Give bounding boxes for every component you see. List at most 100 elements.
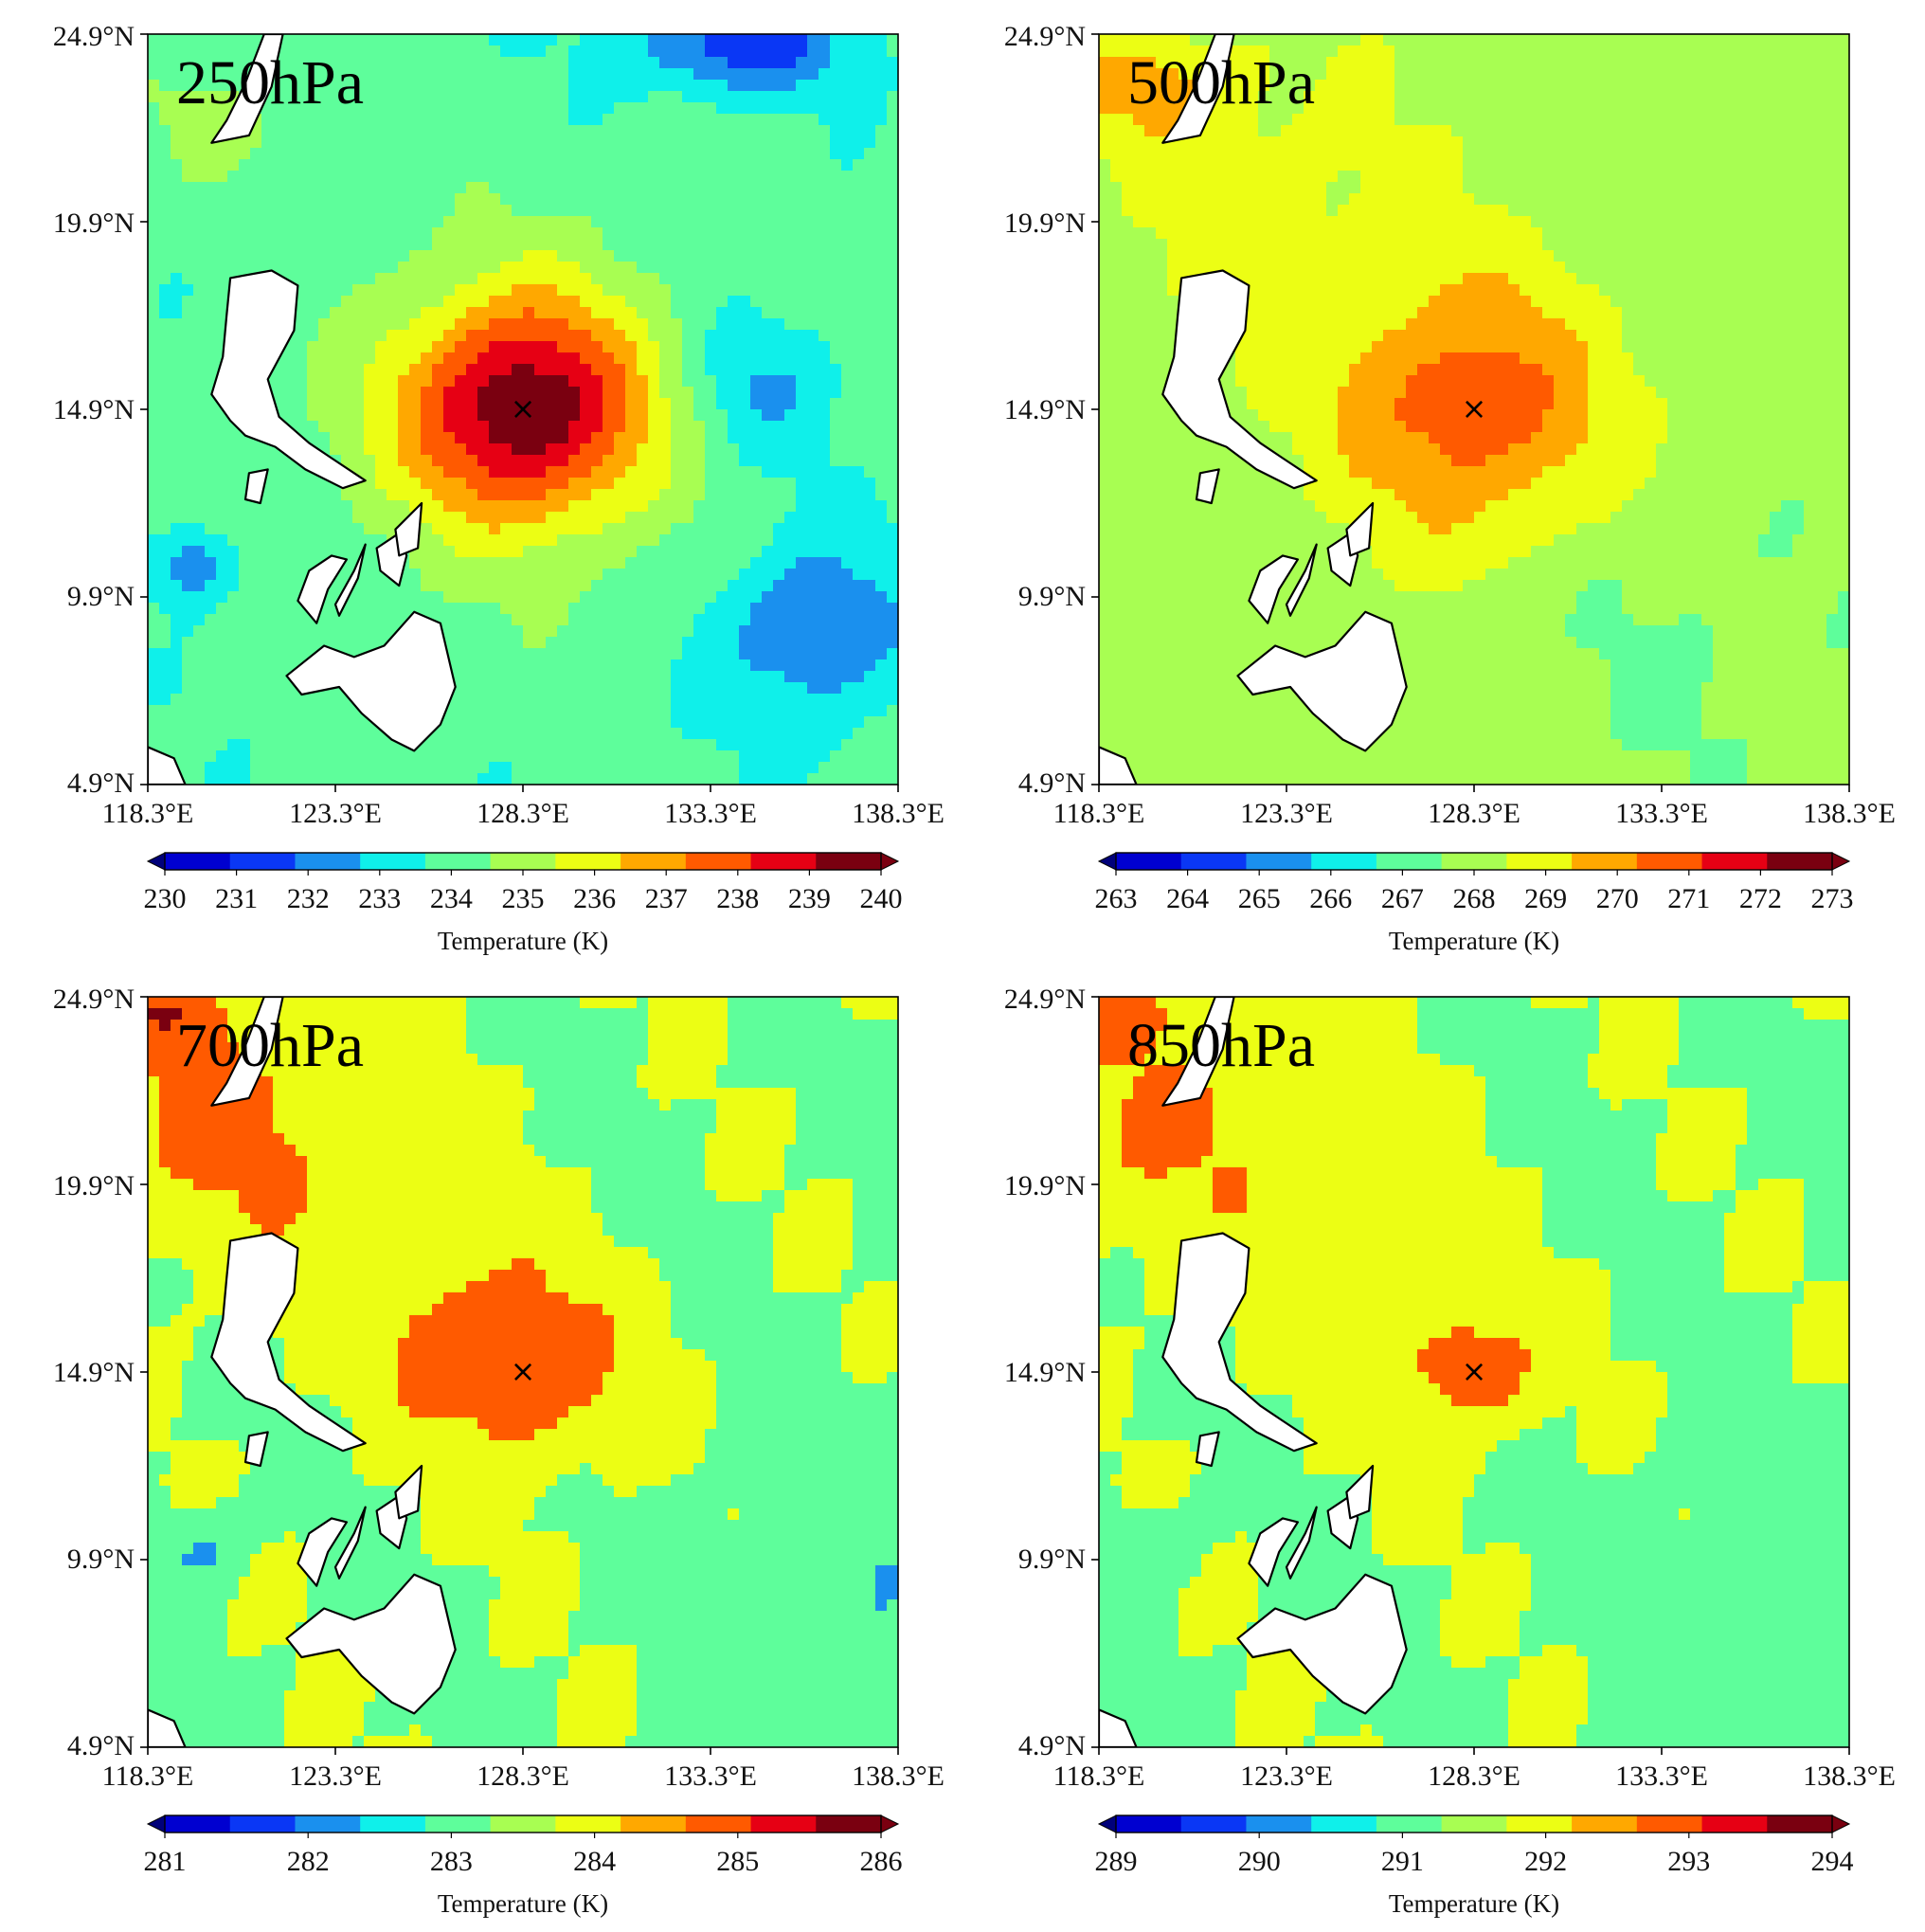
field-cell: [171, 478, 183, 490]
field-cell: [330, 136, 342, 149]
field-cell: [1110, 125, 1123, 137]
field-cell: [648, 489, 660, 501]
field-cell: [705, 762, 717, 774]
field-cell: [500, 409, 513, 422]
field-cell: [682, 648, 694, 660]
field-cell: [364, 455, 376, 467]
field-cell: [443, 375, 456, 388]
field-cell: [784, 557, 797, 569]
field-cell: [739, 182, 751, 194]
field-cell: [1531, 45, 1543, 58]
field-cell: [523, 273, 535, 285]
field-cell: [205, 273, 217, 285]
field-cell: [1463, 80, 1475, 92]
field-cell: [728, 387, 740, 399]
field-cell: [648, 136, 660, 149]
field-cell: [625, 239, 638, 251]
field-cell: [352, 45, 365, 58]
field-cell: [398, 284, 410, 297]
field-cell: [148, 716, 160, 729]
field-cell: [671, 45, 683, 58]
field-cell: [1690, 80, 1702, 92]
field-cell: [330, 443, 342, 456]
field-cell: [512, 739, 524, 751]
field-cell: [182, 466, 194, 478]
field-cell: [671, 273, 683, 285]
field-cell: [330, 523, 342, 535]
field-cell: [603, 625, 615, 638]
field-cell: [500, 114, 513, 126]
field-cell: [568, 330, 581, 342]
field-cell: [193, 216, 206, 228]
field-cell: [432, 591, 444, 604]
field-cell: [466, 489, 478, 501]
field-cell: [239, 625, 251, 638]
field-cell: [512, 478, 524, 490]
field-cell: [557, 432, 569, 444]
field-cell: [716, 625, 729, 638]
field-cell: [1406, 45, 1418, 58]
field-cell: [148, 387, 160, 399]
field-cell: [387, 205, 399, 217]
field-cell: [227, 45, 240, 58]
field-cell: [1815, 102, 1827, 115]
field-cell: [1269, 114, 1282, 126]
field-cell: [148, 296, 160, 308]
field-cell: [171, 671, 183, 683]
field-cell: [477, 148, 490, 160]
field-cell: [398, 34, 410, 46]
field-cell: [227, 671, 240, 683]
field-cell: [330, 34, 342, 46]
field-cell: [387, 603, 399, 615]
field-cell: [875, 307, 888, 319]
field-cell: [796, 193, 808, 206]
field-cell: [250, 148, 262, 160]
x-tick-label: 128.3°E: [477, 798, 569, 829]
field-cell: [193, 421, 206, 433]
field-cell: [307, 637, 319, 649]
field-cell: [728, 580, 740, 592]
field-cell: [318, 102, 331, 115]
field-cell: [387, 352, 399, 365]
field-cell: [477, 455, 490, 467]
field-cell: [477, 262, 490, 274]
field-cell: [784, 637, 797, 649]
field-cell: [477, 398, 490, 410]
field-cell: [330, 91, 342, 103]
field-cell: [284, 512, 297, 524]
field-cell: [784, 148, 797, 160]
field-cell: [1565, 80, 1577, 92]
field-cell: [375, 614, 387, 626]
field-cell: [398, 375, 410, 388]
field-cell: [307, 45, 319, 58]
field-cell: [784, 34, 797, 46]
field-cell: [671, 398, 683, 410]
field-cell: [1792, 57, 1805, 69]
field-cell: [546, 171, 558, 183]
field-cell: [807, 716, 819, 729]
field-cell: [705, 614, 717, 626]
panel-title-250hpa: 250hPa: [176, 48, 364, 117]
field-cell: [216, 705, 228, 717]
field-cell: [762, 387, 774, 399]
field-cell: [1826, 34, 1839, 46]
field-cell: [443, 239, 456, 251]
field-cell: [489, 421, 501, 433]
field-cell: [1178, 45, 1191, 58]
field-cell: [716, 716, 729, 729]
field-cell: [193, 409, 206, 422]
field-cell: [182, 557, 194, 569]
field-cell: [387, 193, 399, 206]
field-cell: [318, 159, 331, 172]
field-cell: [205, 114, 217, 126]
field-cell: [1122, 91, 1134, 103]
field-cell: [784, 307, 797, 319]
field-cell: [387, 750, 399, 763]
field-cell: [193, 432, 206, 444]
field-cell: [887, 34, 898, 46]
field-cell: [1758, 68, 1771, 81]
field-cell: [819, 307, 831, 319]
field-cell: [739, 398, 751, 410]
field-cell: [1258, 102, 1270, 115]
field-cell: [443, 45, 456, 58]
